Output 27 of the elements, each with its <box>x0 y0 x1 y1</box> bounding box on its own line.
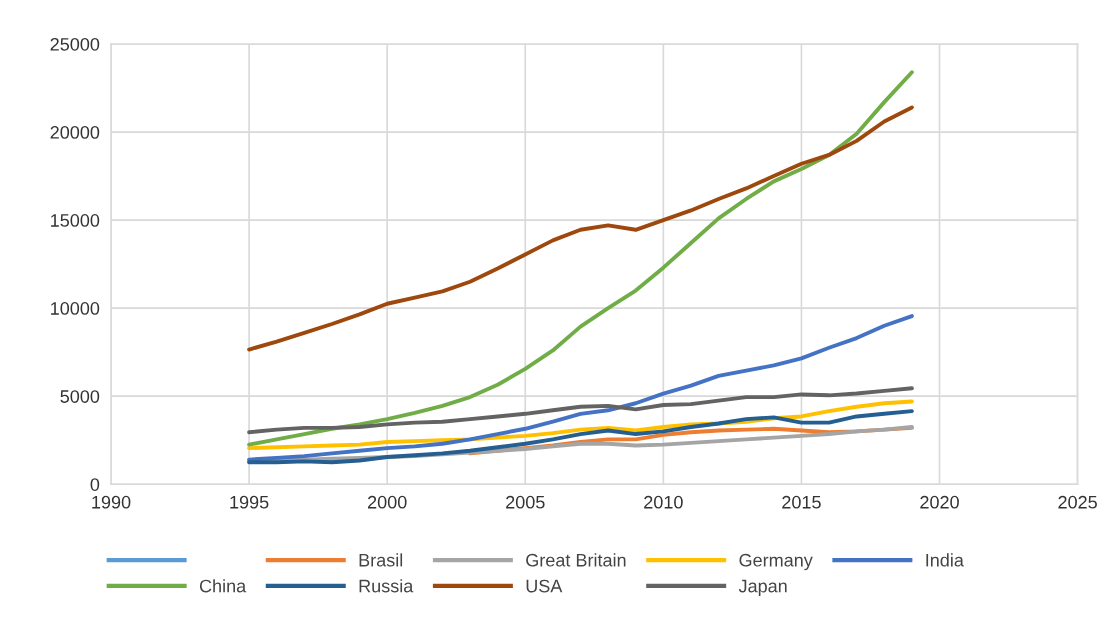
line-series <box>247 409 914 465</box>
y-tick-label: 15000 <box>51 214 100 227</box>
y-tick-label: 25000 <box>50 37 100 51</box>
legend-label: Russia <box>359 579 414 593</box>
x-tick-label: 2015 <box>782 495 821 509</box>
line-series <box>247 105 914 352</box>
y-tick-label: 5000 <box>60 390 100 403</box>
line-series <box>247 314 914 462</box>
x-tick-label: 2020 <box>920 495 959 509</box>
x-tick-label: 2005 <box>506 495 545 509</box>
x-tick-label: 1995 <box>230 495 269 509</box>
x-tick-label: 2025 <box>1058 495 1097 509</box>
y-tick-label: 20000 <box>50 126 100 139</box>
y-tick-label: 0 <box>90 478 100 491</box>
line-series <box>247 70 914 447</box>
x-tick-label: 2000 <box>368 495 407 509</box>
legend-label: USA <box>526 579 563 593</box>
line-series <box>247 386 914 435</box>
legend-label: Brasil <box>359 553 403 567</box>
legend-label: Japan <box>738 579 787 597</box>
legend-label: Great Britain <box>526 553 626 567</box>
x-tick-label: 1990 <box>92 495 131 509</box>
x-tick-label: 2010 <box>644 495 683 509</box>
legend-label: India <box>926 553 964 567</box>
legend-label: Germany <box>739 553 813 571</box>
y-tick-label: 10000 <box>51 302 100 315</box>
legend-label: China <box>199 579 247 593</box>
